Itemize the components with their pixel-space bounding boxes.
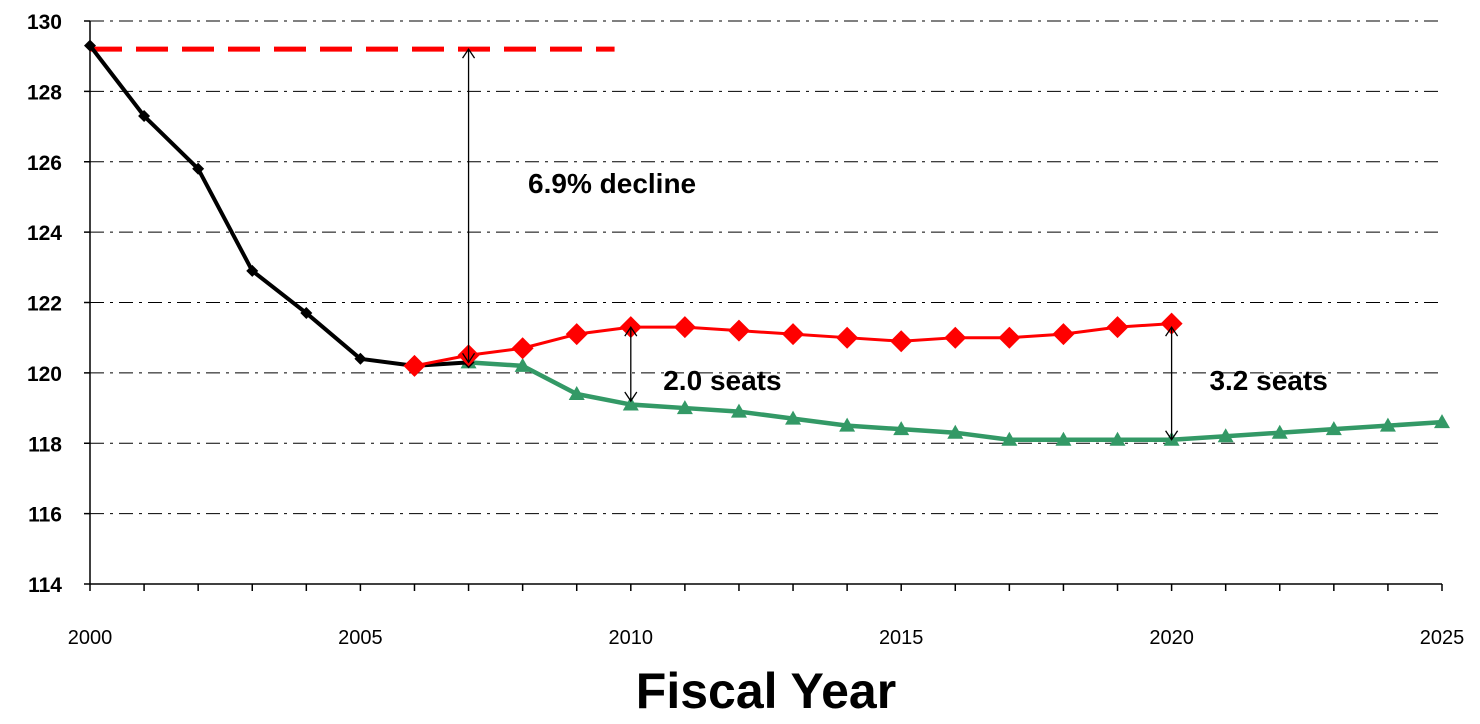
y-tick-label: 116 (28, 504, 62, 527)
data-point (947, 424, 964, 439)
x-tick-label: 2000 (68, 627, 113, 649)
data-point (1055, 431, 1072, 446)
data-point (676, 400, 693, 415)
data-point (1109, 431, 1126, 446)
x-tick-label: 2025 (1420, 627, 1465, 649)
y-tick-label: 118 (28, 433, 62, 456)
y-tick-label: 124 (27, 222, 62, 245)
data-point (511, 337, 534, 360)
data-point (354, 352, 367, 365)
data-point (782, 323, 805, 346)
x-axis-ticks: 2000 2005 2010 2015 2020 2025 (68, 584, 1465, 649)
data-point (785, 410, 802, 425)
data-point (568, 385, 585, 400)
annotations: 6.9% decline 2.0 seats 3.2 seats (462, 47, 1328, 441)
data-point (514, 357, 531, 372)
y-tick-label: 122 (27, 293, 62, 316)
data-point (839, 417, 856, 432)
data-point (836, 326, 859, 349)
x-tick-label: 2020 (1149, 627, 1194, 649)
data-point (1434, 414, 1450, 429)
data-point (1217, 428, 1234, 443)
data-point (1325, 421, 1342, 436)
data-point (192, 162, 205, 175)
data-point (727, 319, 750, 342)
data-point (1271, 424, 1288, 439)
data-point (403, 354, 426, 377)
annotation-arrowhead-top (1165, 325, 1179, 337)
data-point (622, 396, 639, 411)
data-point (1001, 431, 1018, 446)
x-tick-label: 2010 (609, 627, 654, 649)
x-tick-label: 2015 (879, 627, 924, 649)
data-point (1052, 323, 1075, 346)
y-tick-label: 120 (27, 363, 62, 386)
annotation-arrowhead-bottom (1165, 430, 1179, 441)
annotation-label: 6.9% decline (528, 168, 696, 199)
annotation-arrowhead-top (462, 47, 476, 59)
series-line (88, 44, 469, 368)
x-tick-label: 2005 (338, 627, 383, 649)
data-point (944, 326, 967, 349)
data-point (1106, 316, 1129, 339)
x-axis-label: Fiscal Year (636, 663, 896, 719)
y-tick-label: 126 (27, 152, 62, 175)
annotation-label: 3.2 seats (1209, 365, 1327, 396)
data-point (138, 110, 151, 123)
data-point (565, 323, 588, 346)
data-point (890, 330, 913, 353)
data-point (300, 307, 313, 320)
data-point (246, 264, 259, 277)
data-point (673, 316, 696, 339)
y-tick-label: 128 (27, 81, 62, 104)
data-point (998, 326, 1021, 349)
data-point (893, 421, 910, 436)
gridlines (90, 20, 1442, 515)
y-tick-label: 130 (27, 11, 62, 34)
annotation-arrowhead-top (624, 325, 638, 337)
data-point (730, 403, 747, 418)
annotation-arrowhead-bottom (624, 391, 638, 403)
data-point (1379, 417, 1396, 432)
series-group (84, 39, 1450, 446)
data-point (1160, 312, 1183, 335)
y-tick-label: 114 (28, 574, 62, 597)
annotation-label: 2.0 seats (663, 365, 781, 396)
annotation-arrowhead-bottom (462, 352, 476, 364)
y-axis-ticks: 114 116 118 120 122 124 126 128 130 (27, 11, 90, 597)
data-point (84, 39, 96, 52)
